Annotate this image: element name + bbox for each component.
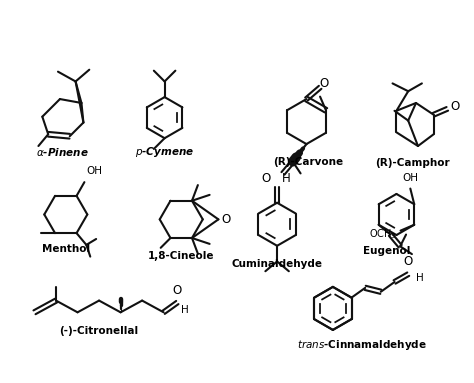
Text: O: O (404, 255, 413, 268)
Text: Cuminaldehyde: Cuminaldehyde (232, 259, 323, 269)
Text: 1,8-Cineole: 1,8-Cineole (148, 250, 215, 260)
Text: OH: OH (86, 166, 102, 176)
Text: O: O (261, 172, 270, 185)
Text: (R)-Carvone: (R)-Carvone (273, 157, 344, 167)
Text: $\mathit{trans}$-Cinnamaldehyde: $\mathit{trans}$-Cinnamaldehyde (297, 337, 427, 352)
Text: OCH$_3$: OCH$_3$ (369, 228, 397, 241)
Text: (-)-Citronellal: (-)-Citronellal (60, 326, 138, 336)
Text: Eugenol: Eugenol (363, 246, 410, 255)
Text: H: H (282, 172, 291, 185)
Text: (R)-Camphor: (R)-Camphor (375, 157, 449, 168)
Text: $p$-Cymene: $p$-Cymene (135, 145, 194, 159)
Text: Menthol: Menthol (42, 244, 90, 254)
Text: $\alpha$-Pinene: $\alpha$-Pinene (36, 146, 88, 158)
Text: H: H (181, 305, 189, 315)
Text: O: O (173, 284, 182, 297)
Text: H: H (416, 273, 424, 283)
Text: O: O (319, 77, 328, 90)
Text: O: O (221, 213, 230, 226)
Text: OH: OH (402, 173, 419, 183)
Text: O: O (450, 100, 460, 113)
